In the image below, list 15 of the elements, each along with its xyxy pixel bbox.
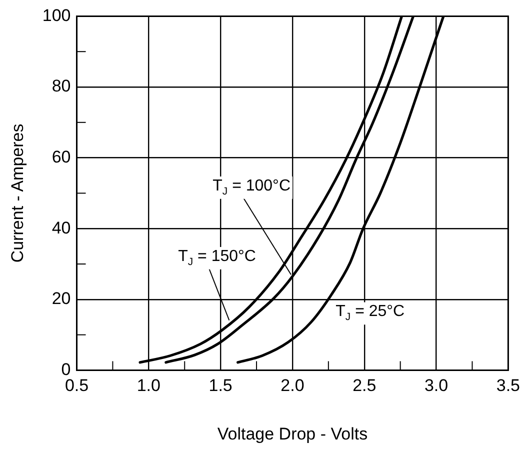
y-tick-label: 60: [52, 147, 71, 166]
y-axis-title: Current - Amperes: [8, 124, 27, 263]
x-tick-label: 1.0: [136, 376, 160, 396]
y-tick-label: 100: [42, 6, 71, 25]
x-tick-label: 0.5: [64, 376, 89, 396]
y-tick-label: 0: [61, 360, 71, 379]
y-tick-label: 20: [52, 289, 71, 308]
x-tick-label: 1.5: [208, 376, 232, 396]
x-tick-label: 2.5: [352, 376, 376, 396]
x-tick-label: 2.0: [280, 376, 304, 396]
x-axis-title: Voltage Drop - Volts: [217, 424, 368, 444]
y-tick-label: 40: [52, 218, 71, 238]
y-tick-label: 80: [52, 76, 71, 96]
x-tick-label: 3.5: [496, 376, 520, 396]
x-tick-label: 3.0: [424, 376, 448, 396]
